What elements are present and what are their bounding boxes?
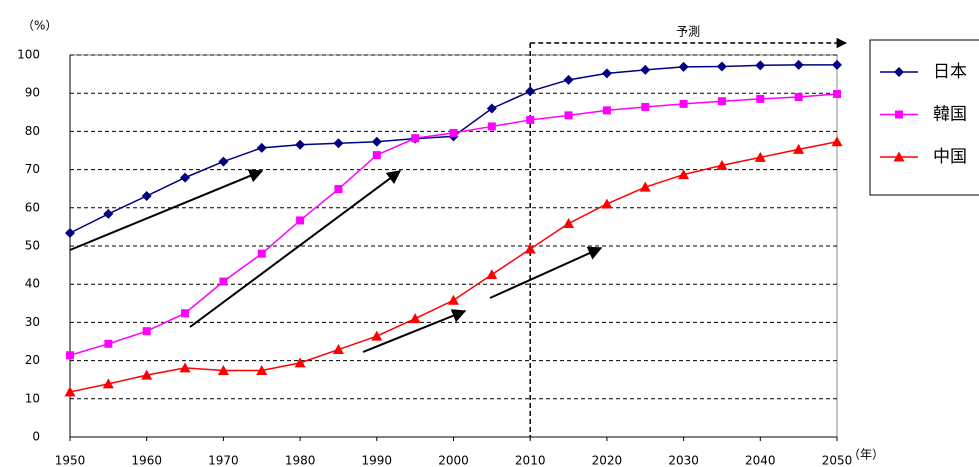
- x-tick-label: 2030: [668, 454, 699, 467]
- point: [371, 330, 383, 341]
- point: [678, 61, 689, 72]
- point: [832, 59, 842, 70]
- point: [793, 59, 804, 70]
- y-tick-label: 60: [25, 200, 40, 214]
- point: [448, 294, 459, 305]
- point: [486, 269, 498, 280]
- legend: [869, 39, 979, 196]
- x-tick-label: 1970: [208, 454, 239, 467]
- point: [180, 172, 191, 183]
- y-tick-label: 70: [25, 162, 40, 176]
- point: [296, 216, 305, 225]
- trend-arrows: [69, 169, 603, 353]
- point: [218, 156, 229, 167]
- point: [103, 208, 114, 219]
- point: [679, 99, 688, 108]
- point: [181, 309, 190, 318]
- x-tick-label: 1990: [362, 454, 393, 467]
- point: [794, 93, 803, 102]
- point: [716, 159, 728, 170]
- point: [602, 106, 611, 115]
- point: [104, 339, 113, 348]
- x-tick-label: 1960: [131, 454, 162, 467]
- y-tick-label: 90: [25, 86, 40, 100]
- point: [449, 128, 458, 137]
- y-tick-label: 0: [32, 430, 40, 444]
- point: [64, 386, 76, 397]
- point: [793, 143, 805, 154]
- point: [487, 122, 496, 131]
- point: [525, 86, 536, 97]
- point: [141, 369, 153, 380]
- point: [411, 134, 420, 143]
- point: [526, 115, 535, 124]
- point: [65, 228, 75, 239]
- point: [601, 198, 613, 209]
- point: [334, 185, 343, 194]
- point: [831, 136, 843, 147]
- x-tick-label: 1980: [285, 454, 316, 467]
- point: [294, 357, 306, 368]
- x-unit-label: （年）: [848, 448, 884, 462]
- y-tick-label: 40: [25, 277, 40, 291]
- point: [486, 103, 497, 114]
- legend-marker: [893, 151, 905, 162]
- point: [601, 68, 612, 79]
- point: [219, 277, 228, 286]
- y-tick-label: 80: [25, 124, 40, 138]
- x-tick-label: 2010: [515, 454, 546, 467]
- legend-label: 日本: [933, 62, 967, 82]
- point: [371, 136, 382, 147]
- point: [179, 362, 191, 373]
- point: [717, 97, 726, 106]
- point: [257, 249, 266, 258]
- x-tick-label: 2020: [592, 454, 623, 467]
- point: [564, 111, 573, 120]
- point: [142, 327, 151, 336]
- point: [524, 243, 536, 254]
- point: [754, 151, 766, 162]
- point: [217, 365, 229, 376]
- point: [102, 378, 114, 389]
- legend-marker: [894, 67, 904, 77]
- point: [755, 60, 766, 71]
- legend-label: 韓国: [933, 105, 967, 125]
- x-tick-label: 2040: [745, 454, 776, 467]
- point: [333, 138, 344, 149]
- x-tick-label: 2000: [438, 454, 469, 467]
- y-tick-label: 20: [25, 353, 40, 367]
- point: [563, 74, 574, 85]
- y-tick-label: 10: [25, 391, 40, 405]
- point: [256, 142, 267, 153]
- point: [66, 351, 74, 360]
- point: [640, 64, 651, 75]
- y-tick-label: 50: [25, 239, 40, 253]
- point: [641, 102, 650, 111]
- point: [716, 61, 727, 72]
- point: [409, 313, 421, 324]
- point: [256, 365, 268, 376]
- y-tick-label: 100: [17, 48, 40, 62]
- point: [372, 151, 381, 160]
- point: [141, 190, 152, 201]
- x-tick-label: 2050: [822, 454, 853, 467]
- legend-marker: [895, 110, 903, 119]
- y-tick-label: 30: [25, 315, 40, 329]
- point: [639, 181, 651, 192]
- point: [678, 169, 690, 180]
- point: [563, 217, 575, 228]
- y-unit-label: （%）: [22, 19, 57, 33]
- point: [295, 139, 306, 150]
- forecast-label: 予測: [676, 25, 700, 39]
- point: [756, 94, 765, 103]
- point: [833, 89, 841, 98]
- x-tick-label: 1950: [55, 454, 86, 467]
- point: [332, 344, 344, 355]
- legend-label: 中国: [933, 147, 967, 167]
